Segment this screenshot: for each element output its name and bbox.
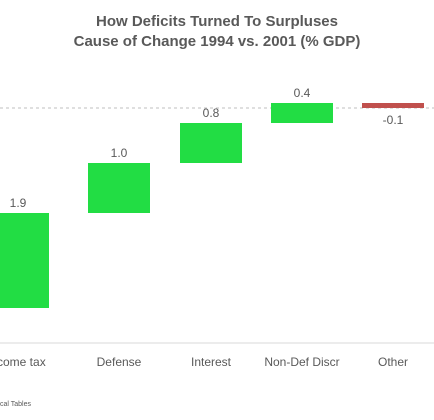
bar-defense bbox=[88, 163, 150, 213]
category-label: Interest bbox=[191, 355, 232, 369]
bar-interest bbox=[180, 123, 242, 163]
value-label: 1.9 bbox=[10, 196, 27, 210]
category-label: Defense bbox=[97, 355, 142, 369]
chart-title: How Deficits Turned To Surpluses bbox=[96, 13, 338, 30]
bar-other bbox=[362, 103, 424, 108]
chart-subtitle: Cause of Change 1994 vs. 2001 (% GDP) bbox=[73, 33, 361, 50]
value-label: 0.8 bbox=[203, 106, 220, 120]
value-label: 0.4 bbox=[294, 86, 311, 100]
value-label: -0.1 bbox=[383, 113, 404, 127]
bar-income-tax bbox=[0, 213, 49, 308]
source-note: cal Tables bbox=[0, 401, 32, 408]
category-label: Non-Def Discr bbox=[264, 355, 339, 369]
category-label: ncome tax bbox=[0, 355, 46, 369]
chart-title-block: How Deficits Turned To Surpluses Cause o… bbox=[0, 12, 434, 52]
value-label: 1.0 bbox=[111, 146, 128, 160]
bar-non-def-discr bbox=[271, 103, 333, 123]
category-label: Other bbox=[378, 355, 408, 369]
